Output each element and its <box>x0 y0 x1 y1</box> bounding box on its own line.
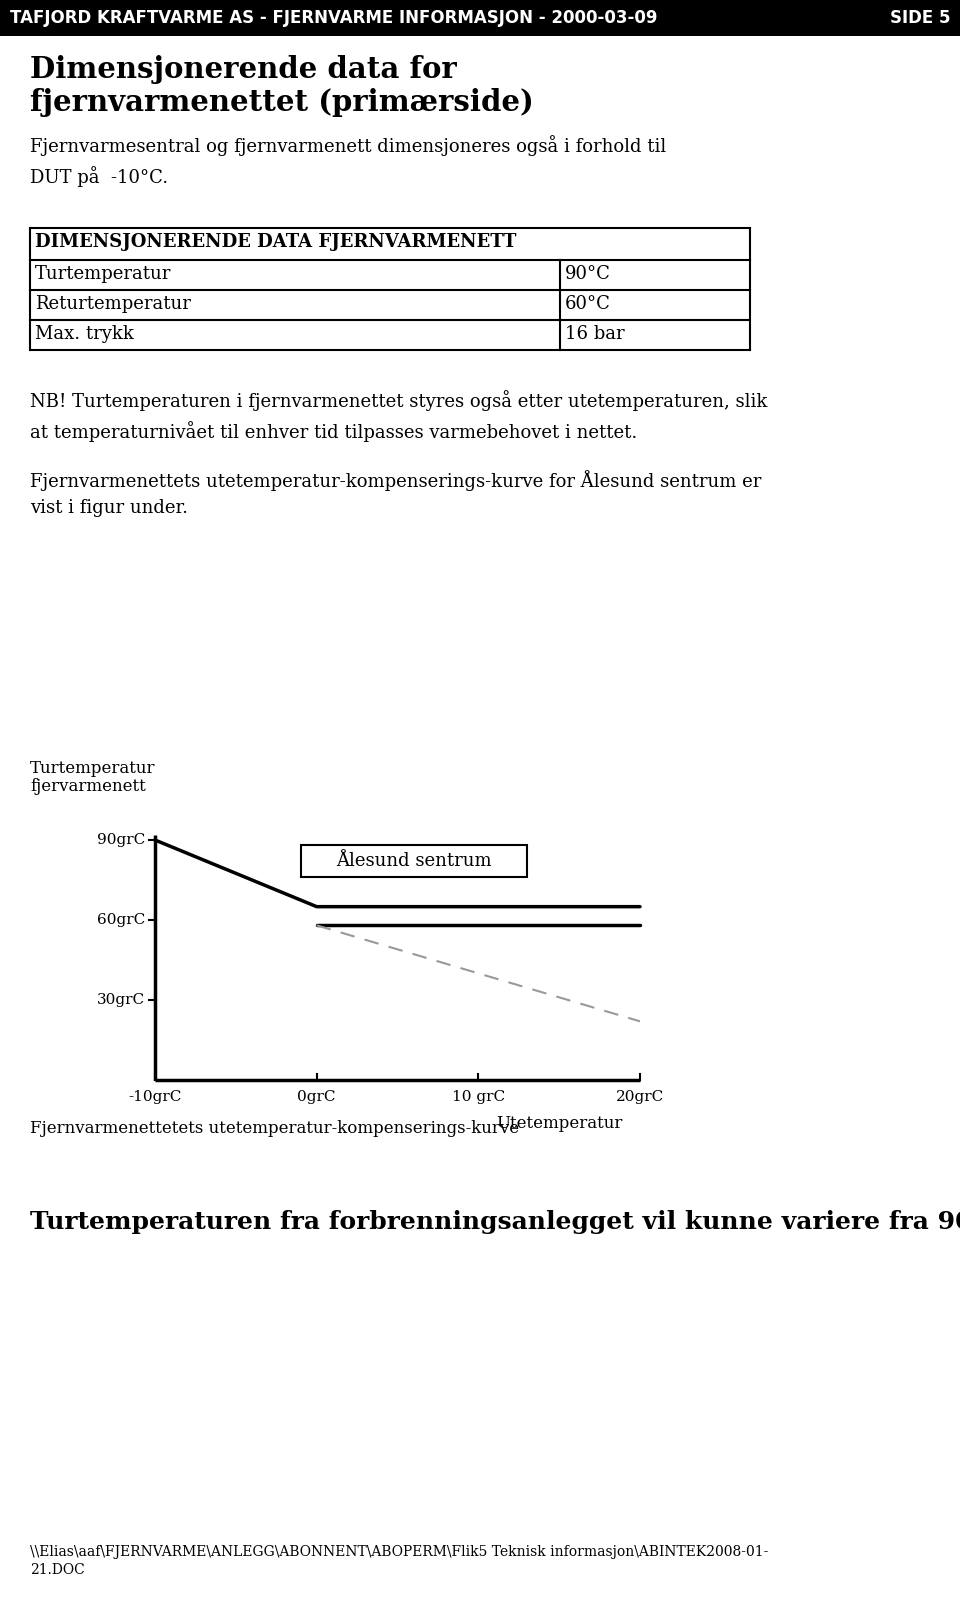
Text: 60grC: 60grC <box>97 913 145 927</box>
Text: Utetemperatur: Utetemperatur <box>496 1114 622 1132</box>
Text: Fjernvarmenettets utetemperatur-kompenserings-kurve for Ålesund sentrum er
vist : Fjernvarmenettets utetemperatur-kompense… <box>30 471 761 517</box>
Text: 20grC: 20grC <box>616 1090 664 1105</box>
Text: SIDE 5: SIDE 5 <box>890 10 950 27</box>
Text: 0grC: 0grC <box>298 1090 336 1105</box>
Text: Ålesund sentrum: Ålesund sentrum <box>336 852 492 871</box>
Text: 90°C: 90°C <box>565 266 611 283</box>
Text: fjervarmenett: fjervarmenett <box>30 778 146 796</box>
Text: Turtemperaturen fra forbrenningsanlegget vil kunne variere fra 90 -120°C.: Turtemperaturen fra forbrenningsanlegget… <box>30 1210 960 1234</box>
Text: NB! Turtemperaturen i fjernvarmenettet styres også etter utetemperaturen, slik
a: NB! Turtemperaturen i fjernvarmenettet s… <box>30 391 767 442</box>
Text: Dimensjonerende data for: Dimensjonerende data for <box>30 54 457 83</box>
Text: \\Elias\aaf\FJERNVARME\ANLEGG\ABONNENT\ABOPERM\Flik5 Teknisk informasjon\ABINTEK: \\Elias\aaf\FJERNVARME\ANLEGG\ABONNENT\A… <box>30 1545 768 1577</box>
Text: TAFJORD KRAFTVARME AS - FJERNVARME INFORMASJON - 2000-03-09: TAFJORD KRAFTVARME AS - FJERNVARME INFOR… <box>10 10 658 27</box>
Text: fjernvarmenettet (primærside): fjernvarmenettet (primærside) <box>30 88 534 117</box>
Text: DIMENSJONERENDE DATA FJERNVARMENETT: DIMENSJONERENDE DATA FJERNVARMENETT <box>35 234 516 251</box>
Text: 10 grC: 10 grC <box>452 1090 505 1105</box>
Text: Max. trykk: Max. trykk <box>35 325 133 343</box>
Text: Turtemperatur: Turtemperatur <box>30 760 156 776</box>
Text: Returtemperatur: Returtemperatur <box>35 295 191 314</box>
Text: -10grC: -10grC <box>129 1090 181 1105</box>
Text: 30grC: 30grC <box>97 993 145 1007</box>
Text: Fjernvarmenettetets utetemperatur-kompenserings-kurve: Fjernvarmenettetets utetemperatur-kompen… <box>30 1121 519 1137</box>
Text: 60°C: 60°C <box>565 295 611 314</box>
Bar <box>0 0 960 35</box>
Text: Turtemperatur: Turtemperatur <box>35 266 172 283</box>
Bar <box>300 845 527 877</box>
Text: Fjernvarmesentral og fjernvarmenett dimensjoneres også i forhold til
DUT på  -10: Fjernvarmesentral og fjernvarmenett dime… <box>30 134 666 187</box>
Text: 90grC: 90grC <box>97 833 145 847</box>
Text: 16 bar: 16 bar <box>565 325 625 343</box>
